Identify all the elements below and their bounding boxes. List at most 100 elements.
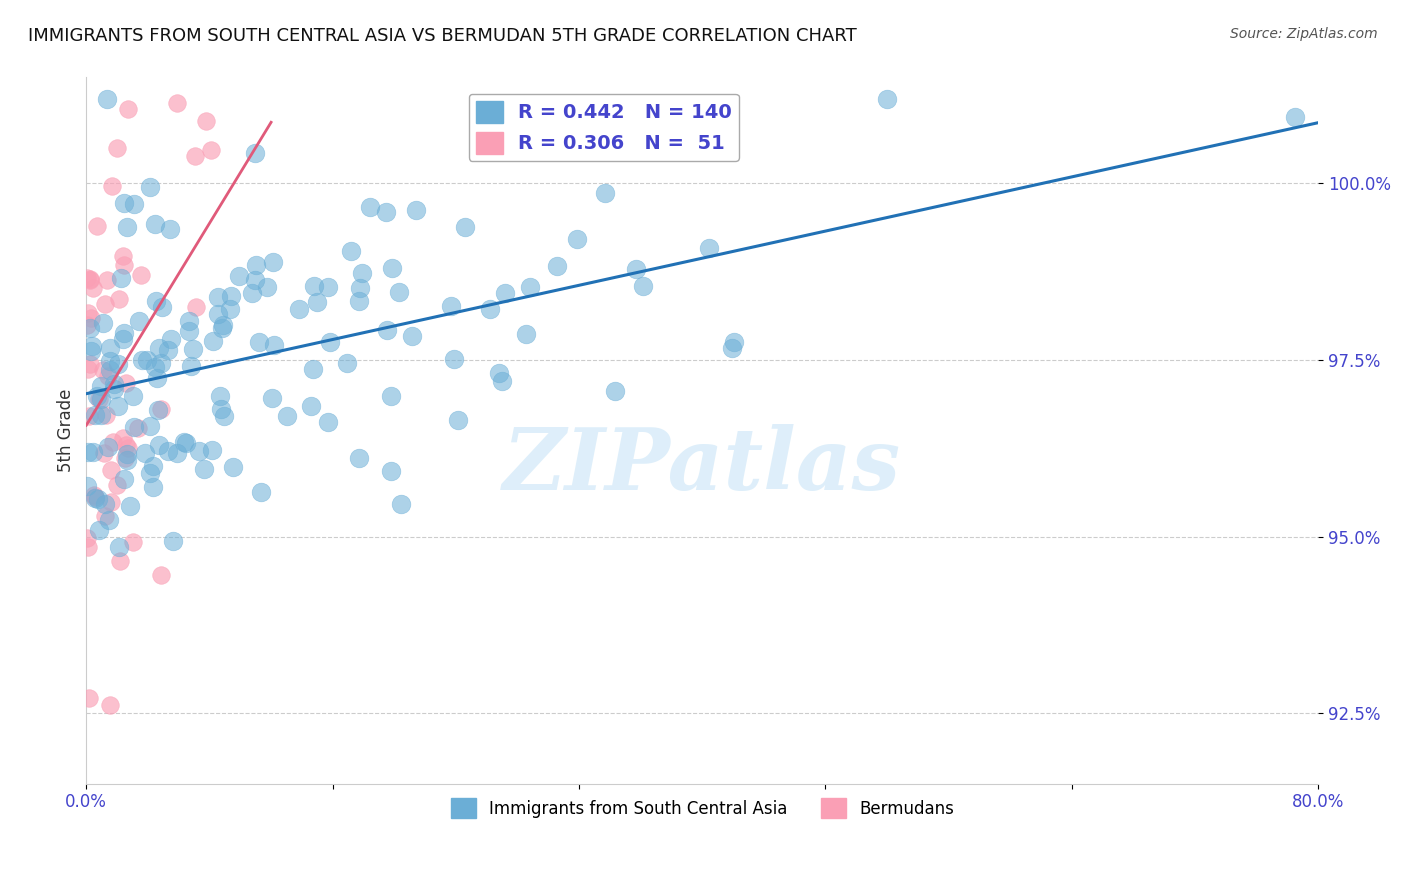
- Point: [243, 273, 266, 287]
- Point: [98, 341, 121, 355]
- Point: [375, 322, 398, 336]
- Point: [488, 366, 510, 380]
- Point: [112, 258, 135, 272]
- Point: [201, 442, 224, 457]
- Point: [146, 370, 169, 384]
- Point: [876, 92, 898, 106]
- Point: [179, 325, 201, 339]
- Point: [316, 279, 339, 293]
- Point: [83, 488, 105, 502]
- Point: [112, 332, 135, 346]
- Point: [250, 484, 273, 499]
- Point: [129, 268, 152, 282]
- Point: [381, 260, 404, 275]
- Point: [117, 447, 139, 461]
- Point: [299, 399, 322, 413]
- Point: [302, 362, 325, 376]
- Point: [143, 217, 166, 231]
- Point: [352, 266, 374, 280]
- Point: [114, 472, 136, 486]
- Point: [76, 479, 98, 493]
- Point: [87, 491, 110, 506]
- Point: [276, 409, 298, 423]
- Point: [117, 441, 139, 455]
- Point: [80, 310, 103, 325]
- Point: [184, 300, 207, 314]
- Point: [86, 219, 108, 233]
- Point: [76, 271, 98, 285]
- Point: [94, 497, 117, 511]
- Point: [347, 450, 370, 465]
- Point: [349, 280, 371, 294]
- Point: [380, 389, 402, 403]
- Point: [120, 499, 142, 513]
- Point: [180, 359, 202, 374]
- Point: [519, 279, 541, 293]
- Point: [145, 293, 167, 308]
- Point: [166, 96, 188, 111]
- Point: [128, 314, 150, 328]
- Point: [115, 453, 138, 467]
- Point: [117, 102, 139, 116]
- Point: [149, 356, 172, 370]
- Point: [201, 334, 224, 348]
- Point: [179, 314, 201, 328]
- Point: [122, 535, 145, 549]
- Point: [94, 297, 117, 311]
- Point: [76, 531, 98, 545]
- Point: [142, 480, 165, 494]
- Point: [94, 408, 117, 422]
- Point: [245, 258, 267, 272]
- Point: [624, 262, 647, 277]
- Point: [111, 431, 134, 445]
- Point: [374, 205, 396, 219]
- Point: [87, 523, 110, 537]
- Point: [101, 179, 124, 194]
- Point: [208, 389, 231, 403]
- Point: [593, 186, 616, 200]
- Point: [143, 360, 166, 375]
- Point: [228, 268, 250, 283]
- Point: [82, 445, 104, 459]
- Point: [212, 409, 235, 423]
- Point: [173, 434, 195, 449]
- Point: [360, 200, 382, 214]
- Point: [138, 179, 160, 194]
- Point: [162, 533, 184, 548]
- Point: [240, 286, 263, 301]
- Point: [98, 362, 121, 376]
- Point: [100, 463, 122, 477]
- Point: [77, 691, 100, 706]
- Point: [77, 306, 100, 320]
- Point: [211, 401, 233, 416]
- Point: [631, 278, 654, 293]
- Point: [193, 462, 215, 476]
- Point: [114, 450, 136, 465]
- Point: [1284, 111, 1306, 125]
- Point: [148, 342, 170, 356]
- Point: [90, 409, 112, 423]
- Point: [97, 440, 120, 454]
- Point: [76, 318, 98, 333]
- Point: [79, 321, 101, 335]
- Point: [256, 279, 278, 293]
- Point: [389, 497, 412, 511]
- Point: [515, 326, 537, 341]
- Point: [142, 459, 165, 474]
- Point: [77, 361, 100, 376]
- Point: [447, 413, 470, 427]
- Point: [159, 222, 181, 236]
- Point: [79, 357, 101, 371]
- Point: [115, 438, 138, 452]
- Point: [262, 254, 284, 268]
- Point: [380, 464, 402, 478]
- Point: [494, 285, 516, 300]
- Point: [260, 392, 283, 406]
- Point: [127, 420, 149, 434]
- Point: [187, 444, 209, 458]
- Point: [149, 568, 172, 582]
- Point: [93, 316, 115, 330]
- Point: [86, 389, 108, 403]
- Point: [112, 248, 135, 262]
- Point: [112, 326, 135, 340]
